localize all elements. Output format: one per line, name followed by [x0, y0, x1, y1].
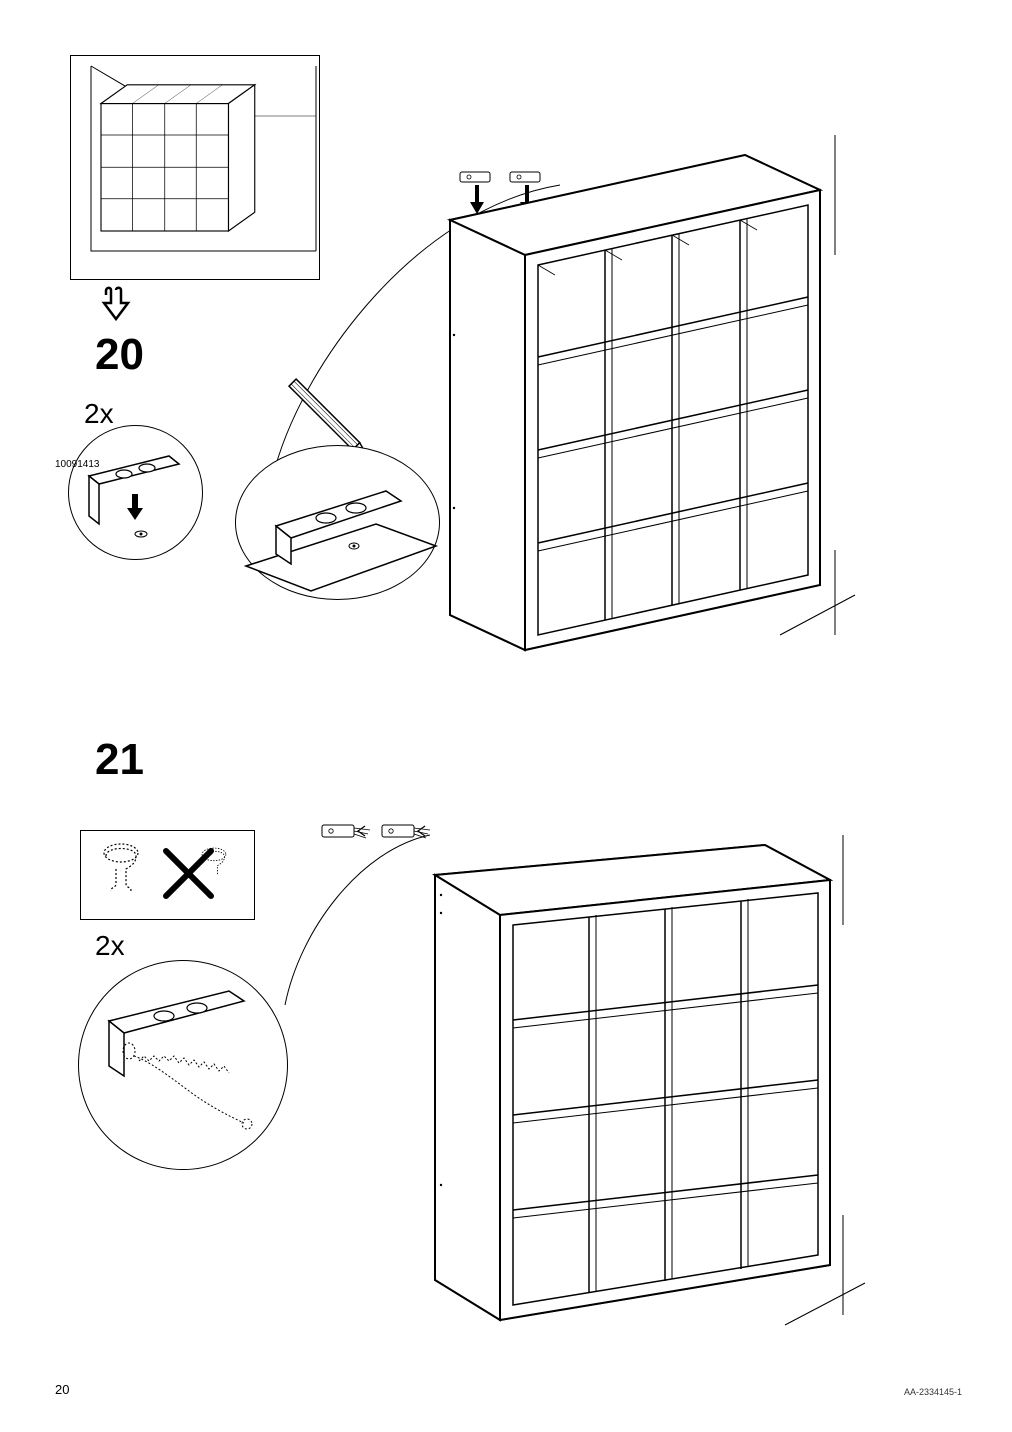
part-callout-20 — [68, 425, 203, 560]
part-quantity-21: 2x — [95, 930, 125, 962]
continuation-arrow-icon — [98, 285, 138, 334]
document-id: AA-2334145-1 — [904, 1387, 962, 1397]
detail-callout-20 — [235, 445, 440, 600]
part-id-20: 10091413 — [55, 459, 100, 470]
step-number-20: 20 — [95, 330, 144, 380]
step-number-21: 21 — [95, 735, 144, 785]
main-shelf-20 — [440, 135, 860, 655]
main-shelf-21 — [425, 835, 875, 1355]
page-number: 20 — [55, 1382, 69, 1397]
instruction-page: 20 2x 10091413 — [0, 0, 1012, 1432]
hardware-warning-box — [80, 830, 255, 920]
part-callout-21 — [78, 960, 288, 1170]
